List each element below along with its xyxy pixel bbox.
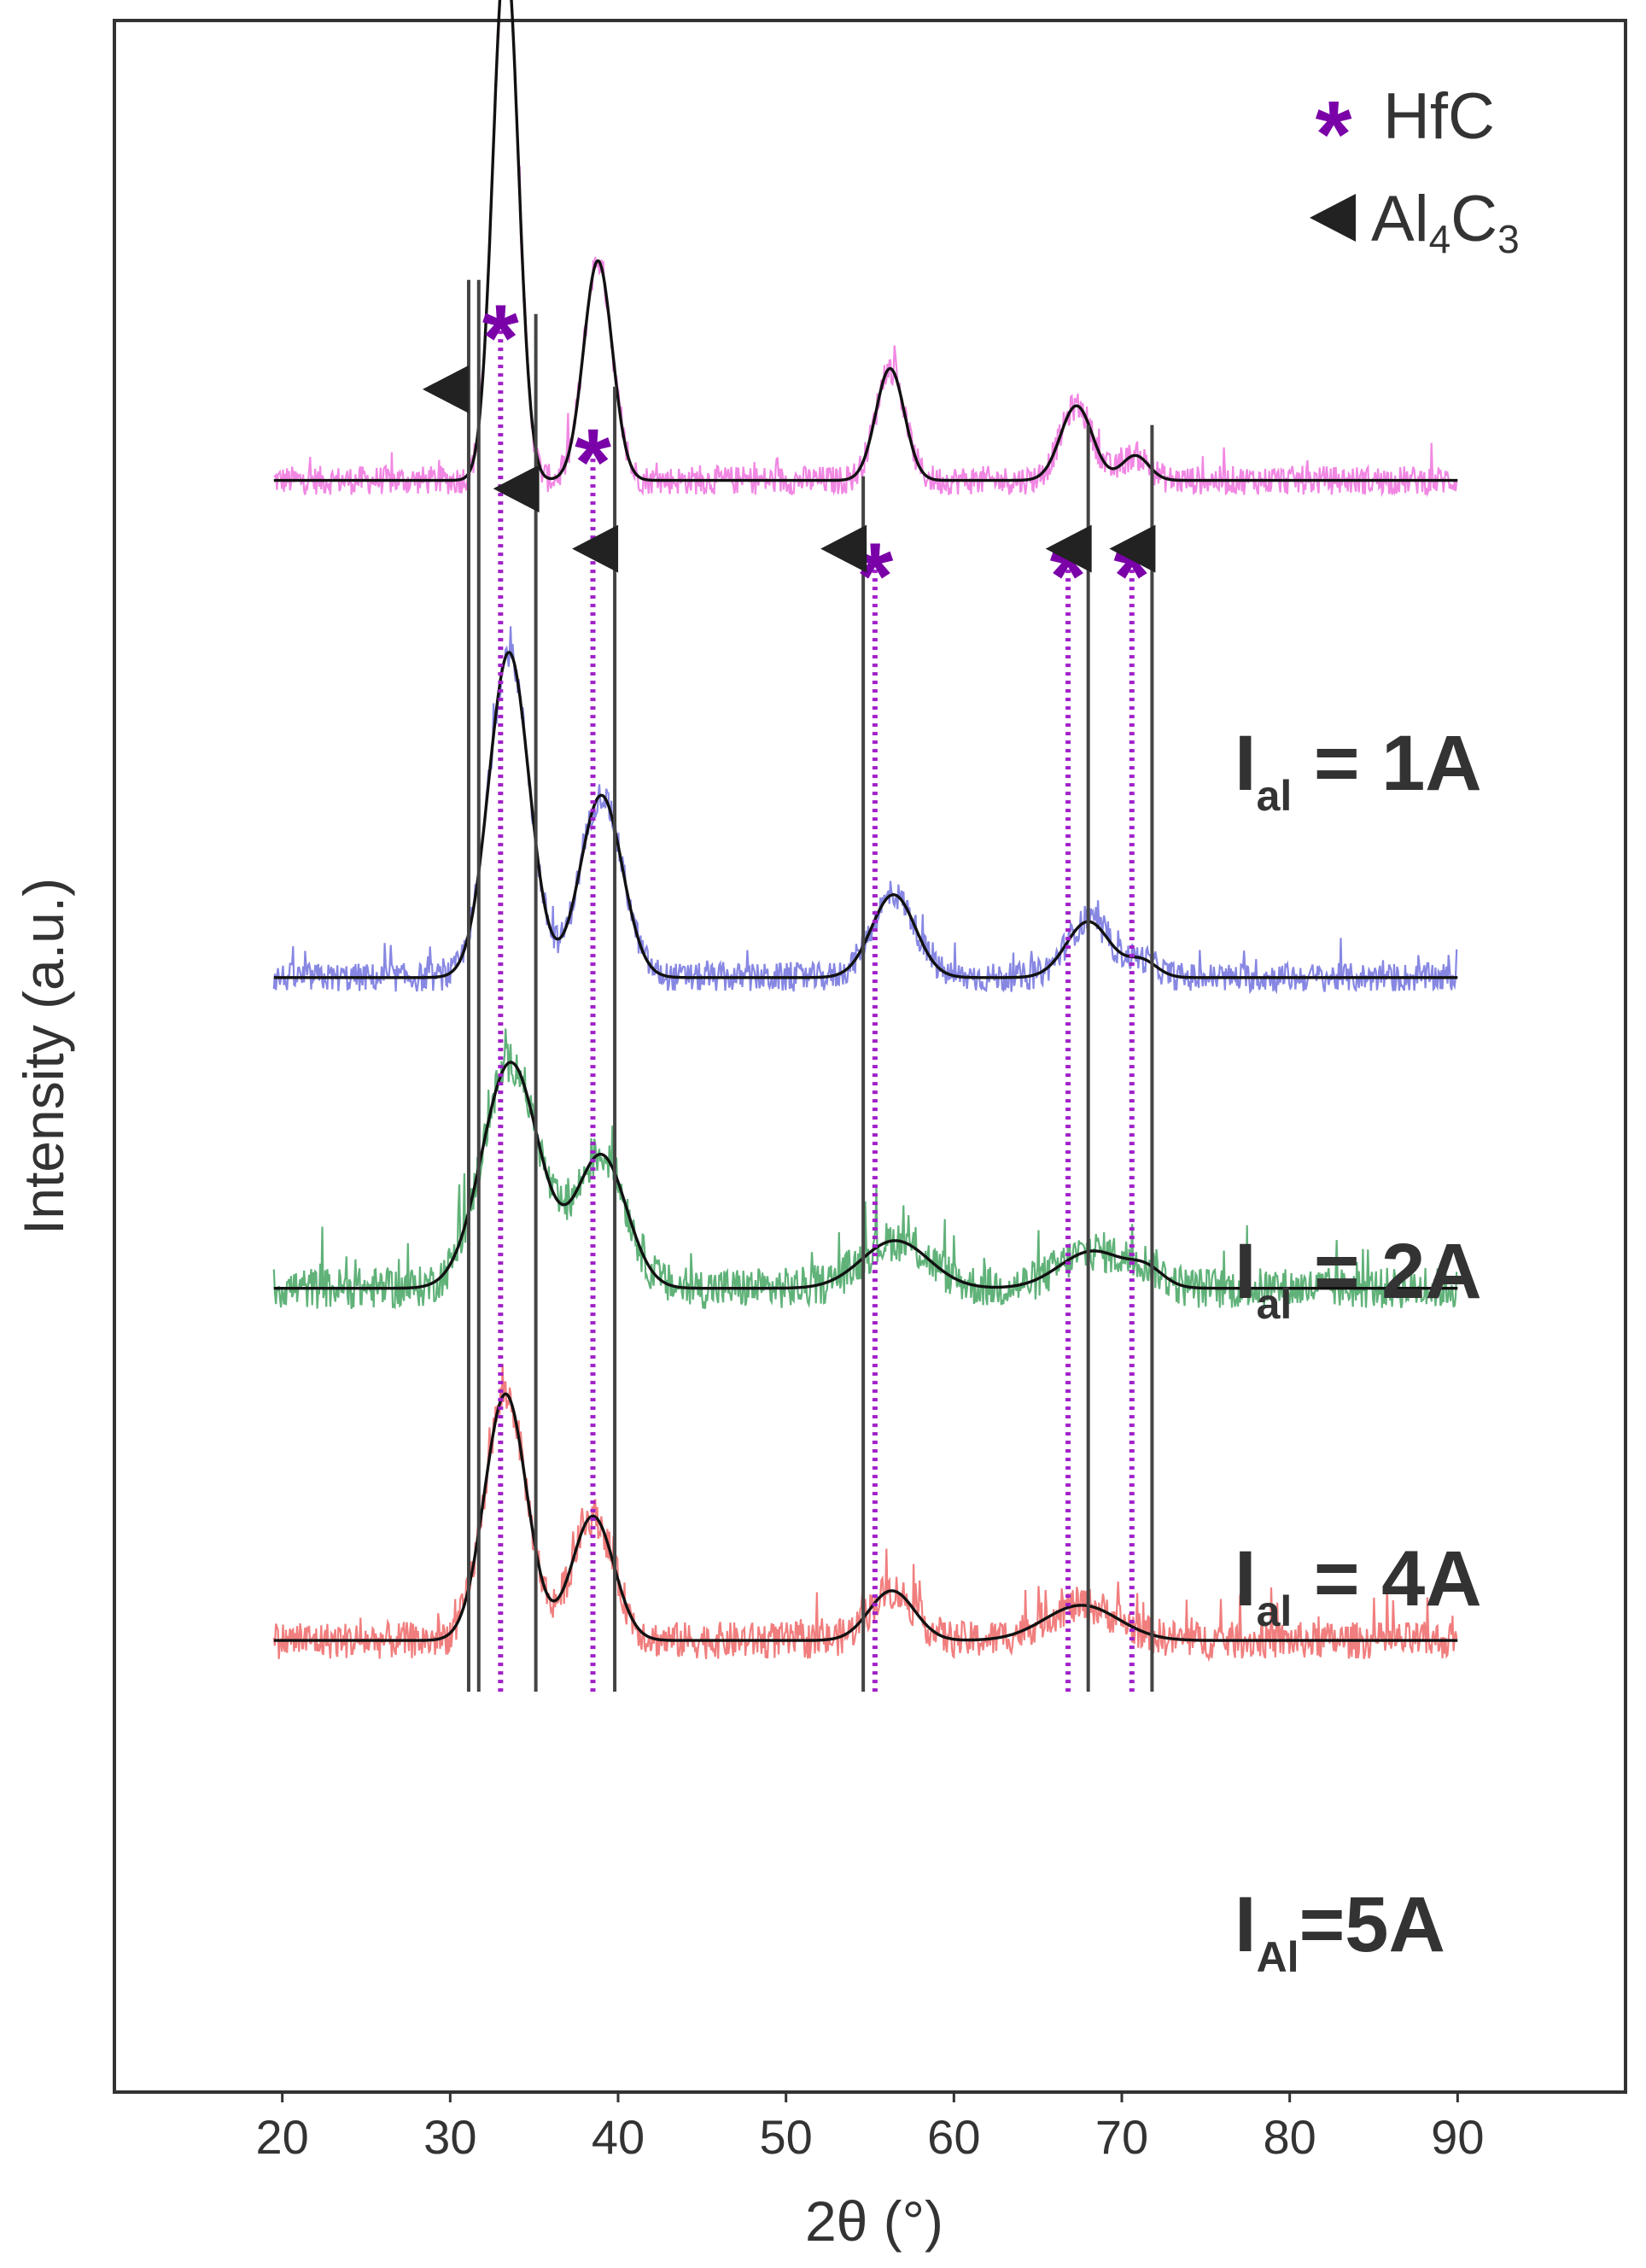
legend-hfc-icon: * <box>1316 82 1352 187</box>
hfc-star-marker: * <box>575 410 611 515</box>
al4c3-triangle-marker <box>493 465 540 513</box>
series-label-2: Ial = 2A <box>1234 1228 1482 1328</box>
x-tick-label: 30 <box>423 2110 476 2164</box>
fit-curve-1 <box>273 0 1458 482</box>
al4c3-triangle-marker <box>572 524 619 573</box>
series-labels: Ial = 1A Ial = 2A Ial = 4A IAl=5A <box>1234 720 1482 1981</box>
al4c3-triangle-marker <box>422 365 469 413</box>
series-3 <box>272 1028 1458 1310</box>
y-axis-title: Intensity (a.u.) <box>12 878 75 1235</box>
fit-curve-2 <box>273 651 1458 979</box>
reference-layer <box>466 279 1154 1692</box>
series-label-1: Ial = 1A <box>1234 720 1482 820</box>
series-2 <box>272 626 1458 995</box>
series-4 <box>272 1364 1458 1663</box>
x-tick-label: 60 <box>927 2110 980 2164</box>
x-tick-label: 80 <box>1264 2110 1316 2164</box>
legend-al4c3-icon <box>1310 194 1356 242</box>
fit-curve-4 <box>273 1392 1458 1642</box>
legend: * HfC Al4C3 <box>1310 80 1520 261</box>
x-tick-label: 50 <box>760 2110 813 2164</box>
x-axis: 20 30 40 50 60 70 80 90 <box>256 2092 1484 2164</box>
plot-frame <box>113 19 1627 2094</box>
al4c3-triangle-marker <box>1109 524 1156 573</box>
x-tick-label: 20 <box>256 2110 309 2164</box>
series-layer <box>272 0 1458 1663</box>
marker-layer: *** * * <box>422 286 1156 629</box>
hfc-star-marker: * <box>482 286 519 391</box>
series-label-4: IAl=5A <box>1234 1881 1445 1981</box>
series-label-3: Ial = 4A <box>1234 1535 1482 1635</box>
al4c3-triangle-marker <box>1045 524 1092 573</box>
al4c3-triangle-marker <box>820 524 867 573</box>
x-tick-label: 40 <box>592 2110 645 2164</box>
legend-al4c3-label: Al4C3 <box>1371 183 1520 261</box>
legend-hfc-label: HfC <box>1383 80 1495 153</box>
x-tick-label: 90 <box>1431 2110 1484 2164</box>
x-tick-label: 70 <box>1095 2110 1148 2164</box>
series-1 <box>273 0 1458 498</box>
fit-curve-3 <box>273 1061 1458 1290</box>
x-axis-title: 2θ (°) <box>805 2189 943 2253</box>
